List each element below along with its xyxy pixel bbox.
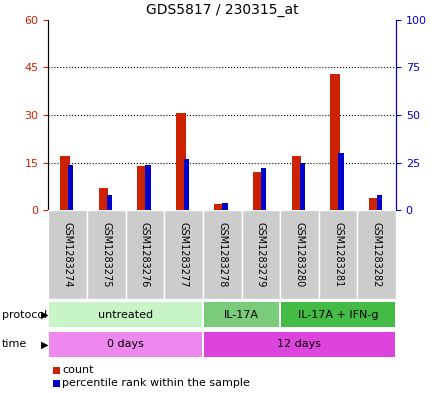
Bar <box>137 166 147 210</box>
Bar <box>164 210 203 299</box>
Bar <box>338 153 344 210</box>
Bar <box>357 210 396 299</box>
Bar <box>280 210 319 299</box>
Bar <box>281 303 395 327</box>
Text: time: time <box>2 339 27 349</box>
Text: ▶: ▶ <box>40 339 48 349</box>
Bar <box>369 198 378 210</box>
Bar <box>330 73 340 210</box>
Text: GSM1283281: GSM1283281 <box>333 222 343 287</box>
Text: percentile rank within the sample: percentile rank within the sample <box>62 378 250 388</box>
Text: GSM1283275: GSM1283275 <box>101 222 111 287</box>
Text: 0 days: 0 days <box>107 339 144 349</box>
Bar <box>49 332 202 356</box>
Text: ▶: ▶ <box>40 310 48 320</box>
Text: IL-17A: IL-17A <box>224 310 259 320</box>
Bar <box>68 165 73 210</box>
Text: GSM1283276: GSM1283276 <box>140 222 150 287</box>
Bar <box>87 210 126 299</box>
Bar <box>49 303 202 327</box>
Bar <box>377 195 382 210</box>
Bar <box>184 159 189 210</box>
Title: GDS5817 / 230315_at: GDS5817 / 230315_at <box>146 3 298 17</box>
Bar <box>145 165 150 210</box>
Text: GSM1283274: GSM1283274 <box>63 222 73 287</box>
Bar <box>214 204 224 210</box>
Bar <box>48 210 87 299</box>
Text: 12 days: 12 days <box>278 339 322 349</box>
Text: protocol: protocol <box>2 310 48 320</box>
Bar <box>292 156 301 210</box>
Bar <box>253 172 263 210</box>
Bar <box>261 168 266 210</box>
Text: GSM1283277: GSM1283277 <box>179 222 189 287</box>
Text: GSM1283279: GSM1283279 <box>256 222 266 287</box>
Bar <box>319 210 357 299</box>
Bar <box>242 210 280 299</box>
Bar <box>99 188 108 210</box>
Text: IL-17A + IFN-g: IL-17A + IFN-g <box>298 310 378 320</box>
Text: GSM1283280: GSM1283280 <box>294 222 304 287</box>
Text: untreated: untreated <box>98 310 153 320</box>
Bar <box>60 156 70 210</box>
Text: GSM1283278: GSM1283278 <box>217 222 227 287</box>
Bar <box>176 113 186 210</box>
Bar <box>204 332 395 356</box>
Bar <box>106 195 112 210</box>
Bar <box>126 210 164 299</box>
Bar <box>300 163 305 210</box>
Bar <box>223 203 228 210</box>
Text: count: count <box>62 365 94 375</box>
Bar <box>203 210 242 299</box>
Bar <box>204 303 279 327</box>
Text: GSM1283282: GSM1283282 <box>372 222 381 287</box>
